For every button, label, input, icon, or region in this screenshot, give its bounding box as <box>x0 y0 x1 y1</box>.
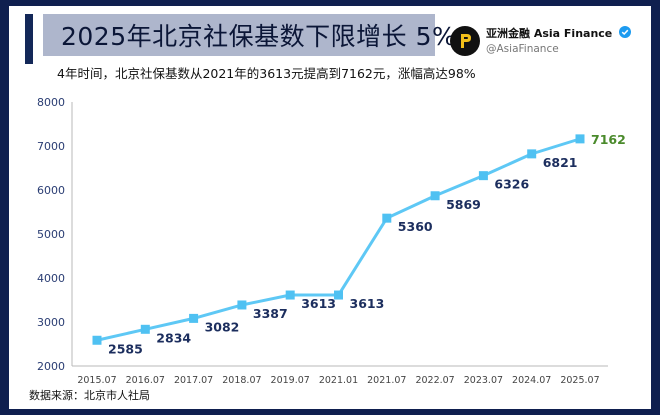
line-chart: 2000 3000 4000 5000 6000 7000 8000 2015.07 2016.… <box>37 96 626 386</box>
data-label: 6326 <box>494 177 529 192</box>
data-label: 6821 <box>543 155 578 170</box>
data-point <box>575 134 585 144</box>
x-tick-label: 2019.07 <box>271 375 310 386</box>
brand-handle: @AsiaFinance <box>486 42 559 55</box>
x-tick-label: 2024.07 <box>512 375 551 386</box>
y-tick-label: 2000 <box>37 360 65 373</box>
data-label: 2834 <box>156 330 191 345</box>
verified-badge-icon <box>619 25 632 42</box>
data-label: 3613 <box>301 296 336 311</box>
data-point <box>334 290 343 300</box>
data-label: 7162 <box>591 132 626 147</box>
data-source-note: 数据来源：北京市人社局 <box>29 389 150 402</box>
x-tick-label: 2017.07 <box>174 375 213 386</box>
data-point <box>478 171 488 181</box>
y-tick-label: 4000 <box>37 272 65 285</box>
data-point <box>382 213 392 223</box>
x-tick-label: 2021.01 <box>319 375 358 386</box>
data-label: 3387 <box>253 306 288 321</box>
data-label: 3613 <box>350 296 385 311</box>
data-point <box>285 290 295 300</box>
page-title: 2025年北京社保基数下限增长 5% <box>61 22 457 51</box>
brand-name: 亚洲金融 Asia Finance <box>486 26 613 40</box>
page-subtitle: 4年时间，北京社保基数从2021年的3613元提高到7162元，涨幅高达98% <box>57 66 476 81</box>
data-point <box>92 335 102 345</box>
title-box: 2025年北京社保基数下限增长 5% <box>43 14 456 56</box>
data-point <box>430 191 440 201</box>
title-accent-bar <box>25 14 33 64</box>
y-tick-label: 8000 <box>37 96 65 109</box>
x-tick-label: 2018.07 <box>222 375 261 386</box>
brand-badge: 亚洲金融 Asia Finance @AsiaFinance <box>450 19 632 63</box>
x-tick-label: 2023.07 <box>464 375 503 386</box>
data-label: 3082 <box>205 319 240 334</box>
y-tick-label: 6000 <box>37 184 65 197</box>
x-tick-label: 2015.07 <box>77 375 116 386</box>
chart-card: 2025年北京社保基数下限增长 5% 4年时间，北京社保基数从2021年的361… <box>9 6 651 409</box>
asia-finance-logo-icon <box>450 26 480 56</box>
x-tick-label: 2022.07 <box>415 375 454 386</box>
data-point <box>527 149 537 159</box>
data-point <box>140 324 150 334</box>
data-label: 5360 <box>398 219 433 234</box>
x-tick-label: 2016.07 <box>126 375 165 386</box>
x-tick-label: 2021.07 <box>367 375 406 386</box>
y-tick-label: 3000 <box>37 316 65 329</box>
data-label: 2585 <box>108 341 143 356</box>
data-point <box>237 300 247 310</box>
data-label: 5869 <box>446 197 481 212</box>
series-line <box>96 137 581 342</box>
y-tick-label: 7000 <box>37 140 65 153</box>
y-tick-label: 5000 <box>37 228 65 241</box>
x-tick-label: 2025.07 <box>560 375 599 386</box>
data-point <box>189 313 199 323</box>
